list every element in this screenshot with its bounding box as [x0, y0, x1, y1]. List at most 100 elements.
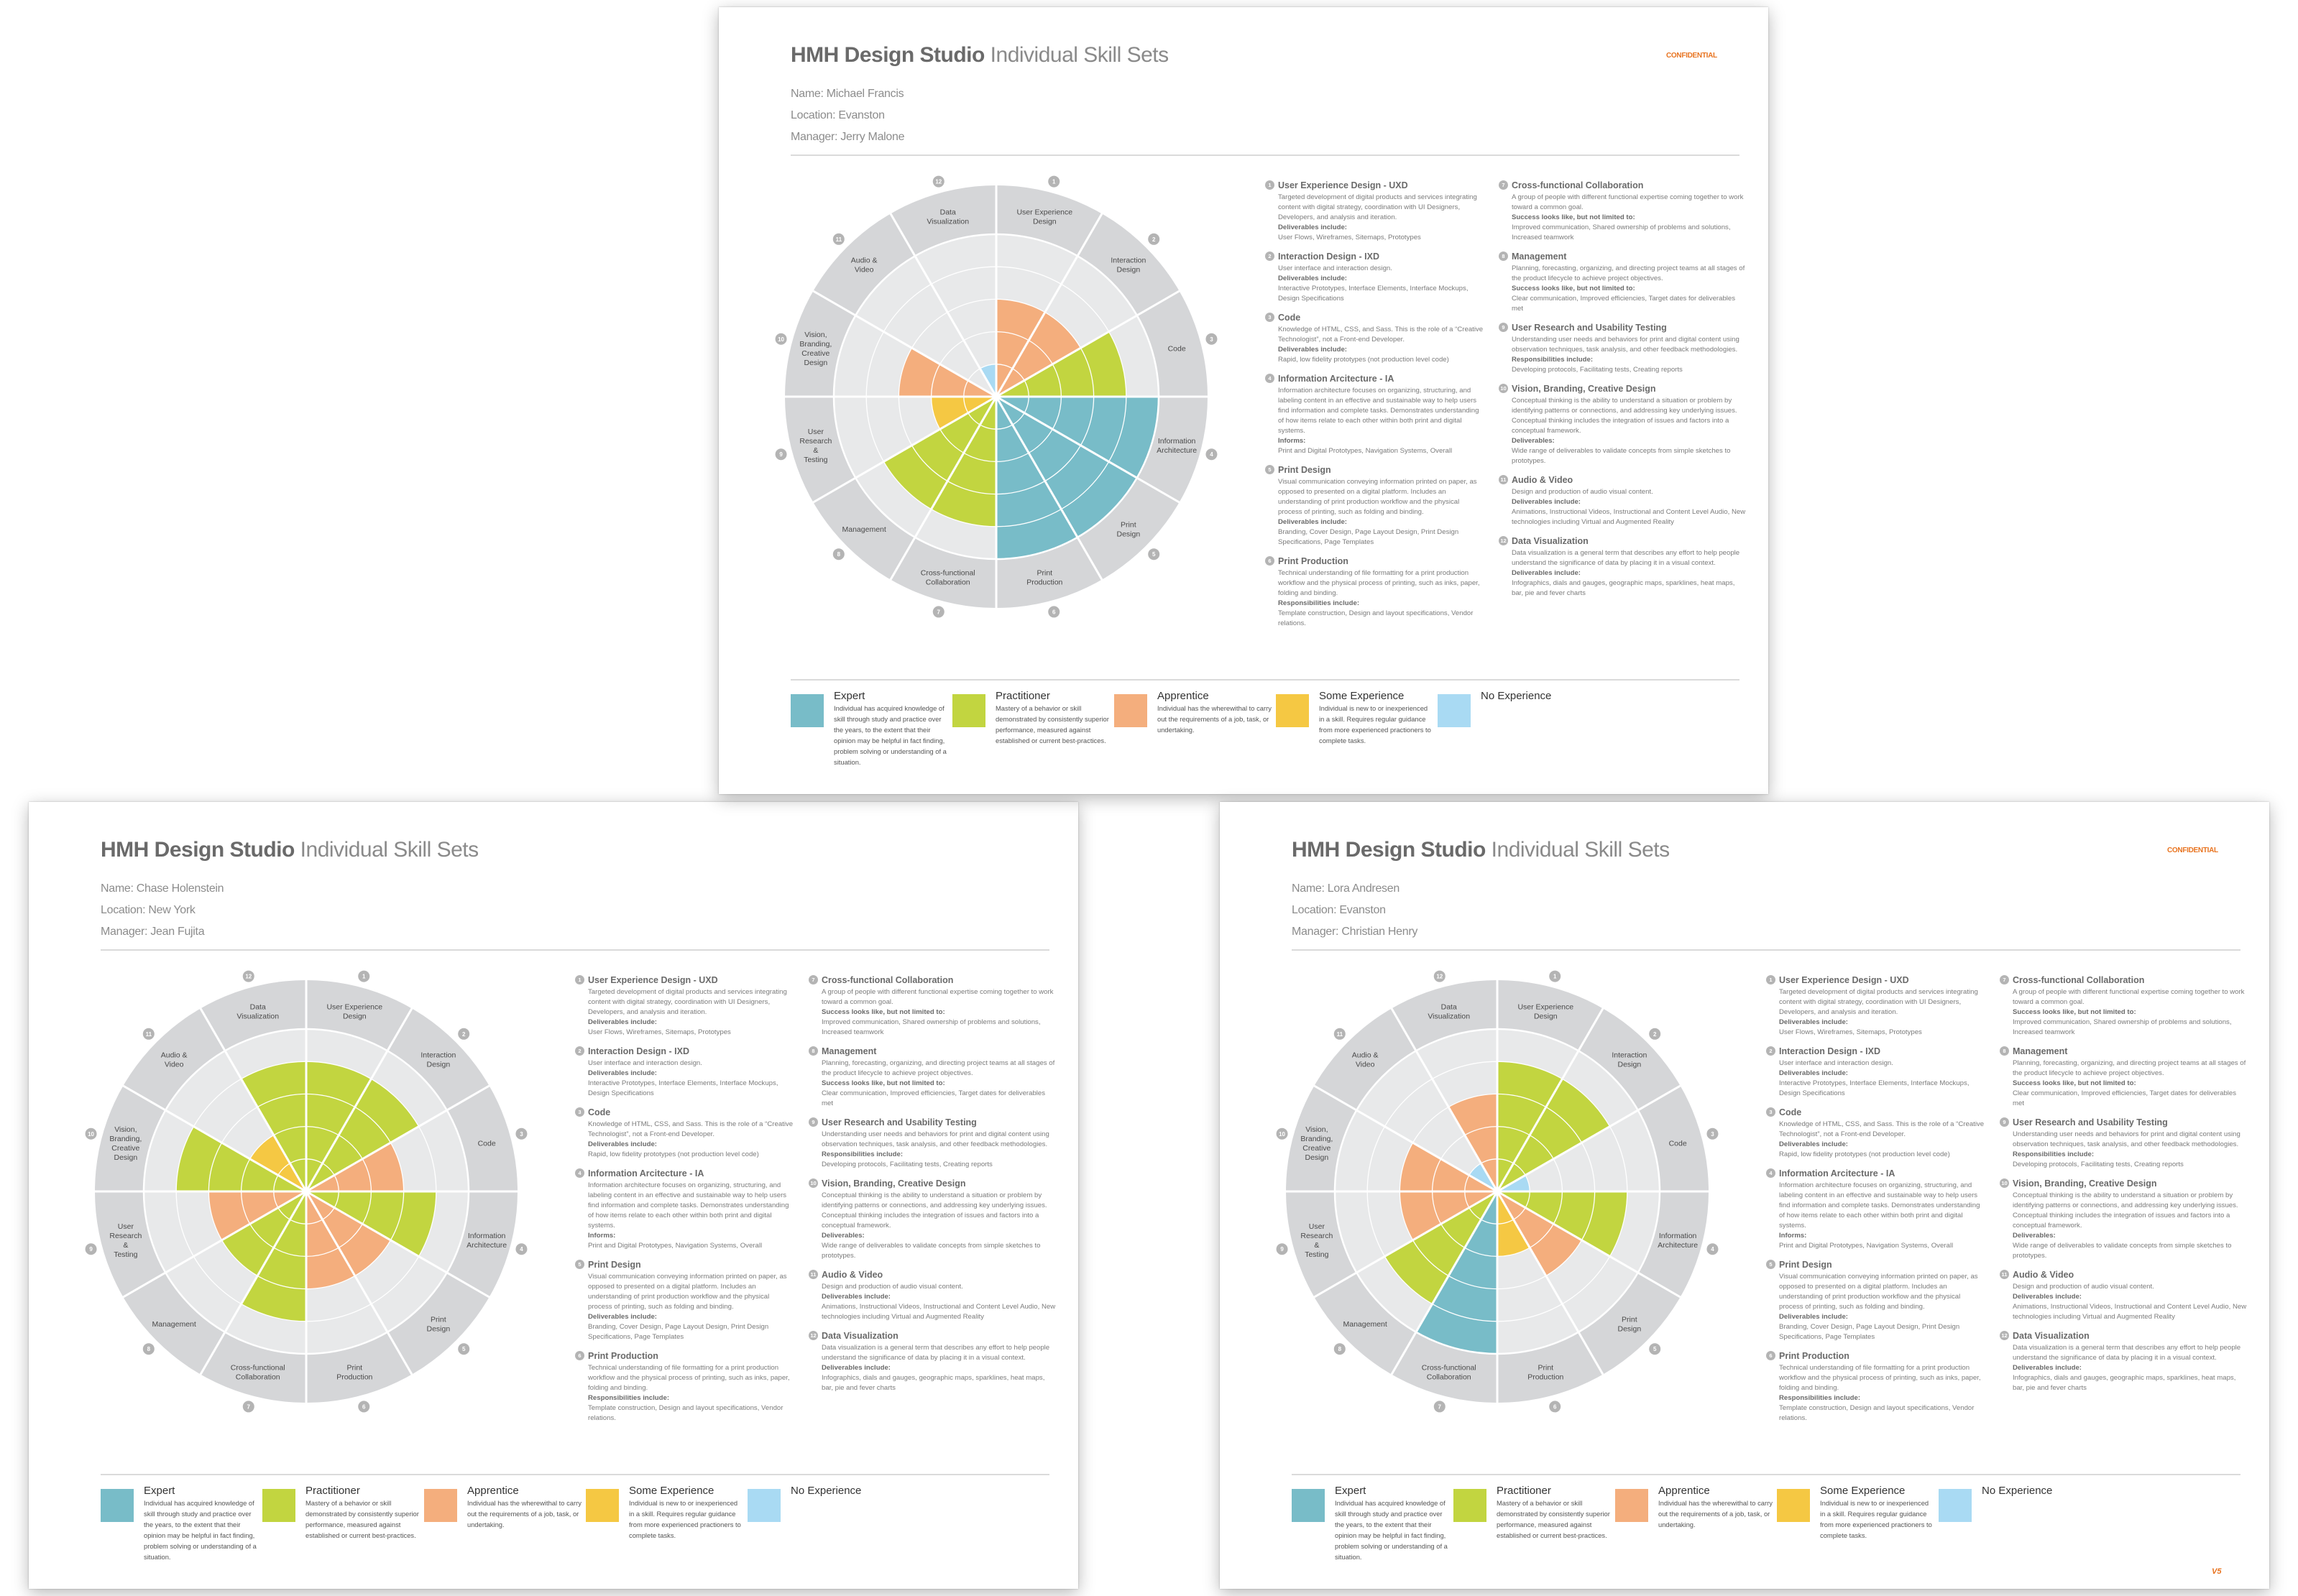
segment-label-line: Production [1527, 1373, 1563, 1382]
segment-divider [995, 213, 1103, 397]
segment-number-badge [1276, 1127, 1288, 1140]
skill-description: 6 Print Production Technical understanding… [1766, 1350, 1985, 1424]
segment-label: Print Design [1117, 520, 1141, 538]
segment-number-badge [1549, 970, 1561, 982]
confidential-label: CONFIDENTIAL [1666, 52, 1717, 60]
skill-number-badge: 4 [575, 1168, 584, 1178]
segment-number: 12 [935, 179, 942, 185]
skill-number-badge: 9 [2000, 1117, 2009, 1127]
skill-number-badge: 7 [2000, 975, 2009, 984]
segment-label-line: Print [1121, 520, 1136, 529]
segment-number: 11 [1337, 1031, 1343, 1038]
segment-label-line: Management [152, 1320, 196, 1329]
skill-title: Print Design [588, 1260, 641, 1270]
employee-location: Location: Evanston [791, 109, 885, 121]
segment-label-line: Data [1441, 1002, 1457, 1011]
segment-label-line: Video [165, 1061, 184, 1069]
employee-manager: Manager: Christian Henry [1292, 926, 1418, 938]
skills-column-left: 1 User Experience Design - UXD Targeted de… [1265, 180, 1484, 637]
legend-swatch [1615, 1489, 1648, 1522]
skill-description: 12 Data Visualization Data visualization i… [1499, 535, 1747, 599]
skill-title: Vision, Branding, Creative Design [822, 1178, 966, 1189]
skill-sub-label: Deliverables include: [588, 1018, 657, 1026]
segment-label-line: Design [1033, 217, 1057, 226]
segment-label: Interaction Design [1612, 1051, 1647, 1069]
legend-description: Individual has the wherewithal to carry … [1658, 1499, 1773, 1528]
legend-label: Apprentice [1157, 690, 1209, 702]
skill-title: Management [1512, 252, 1567, 262]
segment-number: 2 [1653, 1031, 1657, 1038]
segment-divider [305, 1191, 413, 1375]
segment-label-line: Design [1117, 266, 1141, 275]
legend-label: No Experience [1982, 1485, 2053, 1497]
skill-sub-label: Informs: [1779, 1232, 1807, 1240]
skill-title: User Research and Usability Testing [2013, 1117, 2168, 1127]
legend-description: Individual has acquired knowledge of ski… [1335, 1499, 1448, 1561]
segment-label-line: Audio & [1352, 1051, 1379, 1060]
header-divider [101, 949, 1049, 951]
segment-number-badge [1205, 333, 1218, 345]
skill-wedge [1497, 1191, 1530, 1257]
skill-sub-body: Clear communication, Improved efficienci… [822, 1089, 1046, 1107]
skill-sub-body: Print and Digital Prototypes, Navigation… [588, 1242, 763, 1250]
segment-divider [812, 290, 997, 398]
skill-number-badge: 4 [1766, 1168, 1775, 1178]
legend-text: Some Experience Individual is new to or i… [1820, 1485, 1935, 1562]
skill-sub-label: Deliverables include: [1779, 1069, 1848, 1077]
legend-divider [791, 679, 1739, 681]
segment-number-badge [85, 1127, 97, 1140]
segment-number-badge [458, 1343, 470, 1355]
legend-label: No Experience [1481, 690, 1552, 702]
legend-description: Individual is new to or inexperienced in… [1319, 704, 1431, 744]
skill-description: 10 Vision, Branding, Creative Design Conce… [1499, 383, 1747, 466]
skill-description: 9 User Research and Usability Testing Unde… [1499, 322, 1747, 375]
segment-divider [199, 1007, 308, 1192]
segment-divider [1390, 1007, 1499, 1192]
skill-description: 8 Management Planning, forecasting, organi… [1499, 251, 1747, 314]
skill-wedge [306, 1191, 355, 1289]
segment-label-line: Video [1356, 1061, 1375, 1069]
skill-body: Data visualization is a general term tha… [2013, 1344, 2241, 1362]
segment-label: Interaction Design [1111, 257, 1146, 275]
skills-column-left: 1 User Experience Design - UXD Targeted de… [575, 974, 794, 1431]
segment-number: 7 [1438, 1403, 1442, 1410]
segment-number: 9 [89, 1246, 93, 1253]
skill-title: Management [822, 1046, 877, 1056]
legend-divider [1292, 1474, 2240, 1475]
skill-description: 1 User Experience Design - UXD Targeted de… [1265, 180, 1484, 243]
skill-sub-body: Template construction, Design and layout… [1278, 609, 1474, 627]
segment-divider [199, 1191, 308, 1375]
segment-divider [812, 395, 997, 504]
skill-title: Vision, Branding, Creative Design [1512, 384, 1656, 394]
skill-title: User Research and Usability Testing [822, 1117, 977, 1127]
segment-number-badge [242, 1401, 254, 1413]
segment-number: 1 [1553, 974, 1557, 980]
skill-title: Print Production [1278, 556, 1348, 566]
segment-number: 12 [245, 974, 252, 980]
segment-label-line: Collaboration [1427, 1373, 1471, 1382]
segment-label-line: Interaction [420, 1051, 456, 1060]
skill-body: Knowledge of HTML, CSS, and Sass. This i… [588, 1120, 794, 1138]
segment-number-badge [1649, 1028, 1661, 1040]
segment-label-line: Design [1305, 1153, 1329, 1162]
legend-label: Some Experience [1820, 1485, 1906, 1497]
segment-number-badge [142, 1343, 155, 1355]
legend-item: Practitioner Mastery of a behavior or ski… [952, 690, 1114, 767]
skill-sub-label: Responsibilities include: [1278, 599, 1360, 607]
skill-title: Data Visualization [1512, 536, 1589, 546]
skill-body: A group of people with different functio… [1512, 193, 1744, 211]
skill-number-badge: 3 [575, 1107, 584, 1117]
segment-label-line: Print [1538, 1364, 1553, 1373]
skill-wedge [1497, 1079, 1610, 1191]
segment-label-line: Production [1026, 578, 1062, 587]
segment-number-badge [932, 175, 945, 188]
skill-sub-label: Deliverables include: [1512, 569, 1581, 577]
segment-number-badge [1706, 1243, 1719, 1255]
skill-wedge [221, 1191, 306, 1276]
skill-description: 3 Code Knowledge of HTML, CSS, and Sass. T… [575, 1107, 794, 1160]
segment-label-line: Information [468, 1232, 506, 1240]
segment-label: User Research & Testing [799, 428, 832, 464]
skill-body: Knowledge of HTML, CSS, and Sass. This i… [1278, 326, 1484, 343]
skill-body: Data visualization is a general term tha… [822, 1344, 1050, 1362]
